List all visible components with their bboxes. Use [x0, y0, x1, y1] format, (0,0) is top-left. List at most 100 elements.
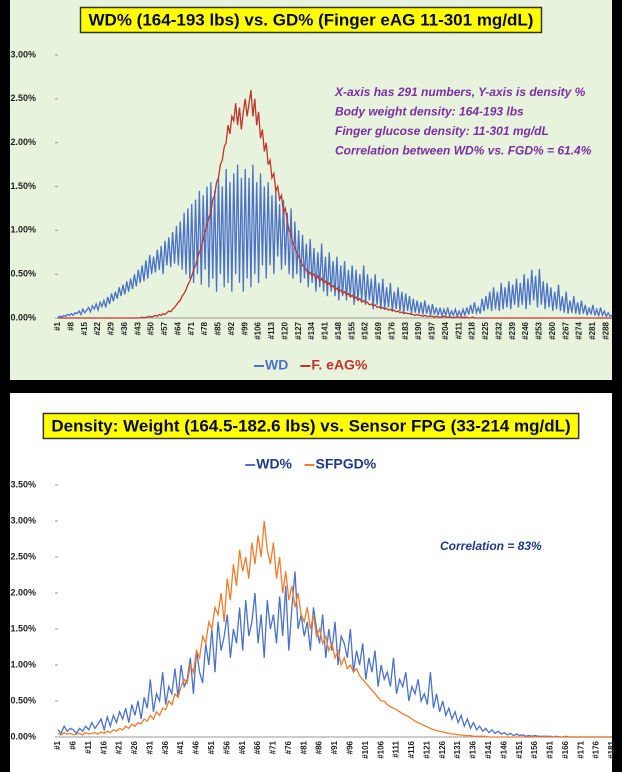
x-tick-label: #111	[392, 740, 401, 757]
x-tick-label: #151	[515, 740, 524, 758]
x-tick-label: #66	[253, 740, 262, 754]
x-tick-label: #26	[130, 740, 139, 754]
y-tick-label: 1.00%	[10, 659, 36, 669]
x-tick-label: #15	[80, 321, 89, 335]
y-tick-label: 1.50%	[10, 181, 36, 191]
annotation: X-axis has 291 numbers, Y-axis is densit…	[334, 85, 586, 99]
y-tick-label: 1.50%	[10, 623, 36, 633]
x-tick-label: #176	[592, 740, 601, 758]
x-tick-label: #183	[401, 321, 410, 339]
x-tick-label: #166	[561, 740, 570, 758]
title-box	[42, 412, 580, 440]
x-tick-label: #85	[214, 321, 223, 335]
x-tick-label: #267	[561, 321, 570, 339]
annotation: Correlation = 83%	[440, 539, 542, 553]
x-tick-label: #246	[521, 321, 530, 339]
x-tick-label: #274	[575, 321, 584, 339]
x-tick-label: #121	[422, 740, 431, 758]
x-tick-label: #6	[68, 740, 77, 749]
x-tick-label: #225	[481, 321, 490, 339]
x-tick-label: #31	[145, 740, 154, 754]
series-line	[57, 520, 612, 738]
x-tick-label: #101	[361, 740, 370, 758]
x-tick-label: #1	[53, 740, 62, 749]
x-tick-label: #51	[207, 740, 216, 754]
x-tick-label: #86	[315, 740, 324, 754]
x-tick-label: #171	[576, 740, 585, 758]
x-tick-label: #16	[99, 740, 108, 754]
x-tick-label: #253	[535, 321, 544, 339]
x-tick-label: #36	[120, 321, 129, 335]
x-tick-label: #22	[93, 321, 102, 335]
x-tick-label: #181	[607, 740, 616, 758]
x-tick-label: #141	[484, 740, 493, 758]
x-tick-label: #156	[530, 740, 539, 758]
legend-label: WD%	[256, 456, 292, 472]
y-tick-label: 3.00%	[10, 515, 36, 525]
x-tick-label: #71	[187, 321, 196, 335]
x-tick-label: #239	[508, 321, 517, 339]
x-tick-label: #71	[269, 740, 278, 754]
y-tick-label: 2.00%	[10, 587, 36, 597]
x-tick-label: #131	[453, 740, 462, 758]
chart-panel	[10, 0, 612, 380]
chart-title: WD% (164-193 lbs) vs. GD% (Finger eAG 11…	[89, 10, 534, 29]
x-tick-label: #136	[469, 740, 478, 758]
x-tick-label: #116	[407, 740, 416, 758]
x-tick-label: #96	[345, 740, 354, 754]
x-tick-label: #148	[334, 321, 343, 339]
x-tick-label: #41	[176, 740, 185, 754]
legend-label: F. eAG%	[311, 357, 368, 373]
x-tick-label: #190	[414, 321, 423, 339]
x-tick-label: #218	[468, 321, 477, 339]
x-tick-label: #99	[240, 321, 249, 335]
x-tick-label: #197	[428, 321, 437, 339]
x-tick-label: #204	[441, 321, 450, 339]
x-tick-label: #126	[438, 740, 447, 758]
x-tick-label: #169	[374, 321, 383, 339]
x-tick-label: #36	[161, 740, 170, 754]
x-tick-label: #232	[494, 321, 503, 339]
x-tick-label: #8	[66, 321, 75, 330]
x-tick-label: #127	[294, 321, 303, 339]
x-tick-label: #61	[238, 740, 247, 754]
x-tick-label: #64	[173, 321, 182, 335]
x-tick-label: #176	[387, 321, 396, 339]
y-tick-label: 0.00%	[10, 731, 36, 741]
x-tick-label: #29	[107, 321, 116, 335]
legend-label: SFPGD%	[316, 456, 377, 472]
annotation: Correlation between WD% vs. FGD% = 61.4%	[335, 144, 592, 158]
x-tick-label: #91	[330, 740, 339, 754]
chart-panel	[10, 393, 612, 772]
y-tick-label: 0.50%	[10, 695, 36, 705]
y-tick-label: 2.00%	[10, 137, 36, 147]
x-tick-label: #113	[267, 321, 276, 339]
x-tick-label: #1	[53, 321, 62, 330]
y-tick-label: 2.50%	[10, 93, 36, 103]
y-tick-label: 3.00%	[10, 49, 36, 59]
x-tick-label: #211	[454, 321, 463, 339]
x-tick-label: #141	[321, 321, 330, 339]
x-tick-label: #288	[601, 321, 610, 339]
legend: WD F. eAG%	[254, 357, 368, 373]
series-line	[57, 571, 612, 738]
y-tick-label: 1.00%	[10, 225, 36, 235]
x-tick-label: #106	[376, 740, 385, 758]
y-tick-label: 3.50%	[10, 479, 36, 489]
x-tick-label: #81	[299, 740, 308, 754]
legend: WD% SFPGD%	[245, 456, 377, 472]
x-tick-label: #162	[361, 321, 370, 339]
x-tick-label: #11	[84, 740, 93, 753]
x-tick-label: #260	[548, 321, 557, 339]
series-line	[58, 89, 612, 319]
series-line	[57, 164, 613, 319]
x-tick-label: #106	[254, 321, 263, 339]
x-tick-label: #120	[280, 321, 289, 339]
x-tick-label: #57	[160, 321, 169, 335]
legend-label: WD	[265, 357, 288, 373]
y-tick-label: 2.50%	[10, 551, 36, 561]
x-tick-label: #56	[222, 740, 231, 754]
x-tick-label: #76	[284, 740, 293, 754]
